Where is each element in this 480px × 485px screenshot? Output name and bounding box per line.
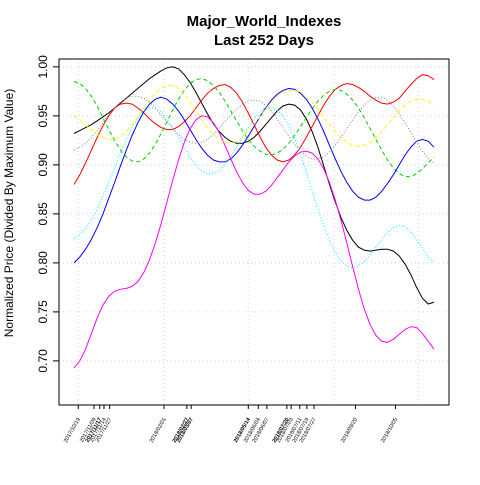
x-tick-label: 2018/09/20 — [340, 417, 359, 444]
x-tick-label: 2018/02/01 — [149, 417, 168, 444]
y-tick-label: 0.85 — [36, 202, 50, 226]
series-line — [73, 106, 435, 269]
y-tick-label: 1.00 — [36, 55, 50, 79]
series-line — [73, 95, 435, 164]
y-tick-label: 0.95 — [36, 104, 50, 128]
gridlines — [59, 59, 449, 405]
axes: 0.700.750.800.850.900.951.002017/10/1920… — [36, 55, 399, 444]
y-tick-label: 0.70 — [36, 349, 50, 373]
series-line — [73, 87, 435, 264]
plot-frame — [58, 58, 450, 406]
y-tick-label: 0.90 — [36, 153, 50, 177]
x-tick-label: 2018/10/05 — [380, 417, 399, 444]
series-group — [73, 66, 435, 369]
series-line — [73, 85, 435, 147]
y-tick-label: 0.80 — [36, 251, 50, 275]
series-line — [73, 78, 435, 178]
chart-subtitle: Last 252 Days — [214, 32, 314, 49]
y-tick-label: 0.75 — [36, 300, 50, 324]
y-axis-label: Normalized Price (Divided By Maximum Val… — [2, 89, 16, 338]
series-line — [73, 115, 435, 369]
chart-title: Major_World_Indexes — [187, 13, 342, 30]
